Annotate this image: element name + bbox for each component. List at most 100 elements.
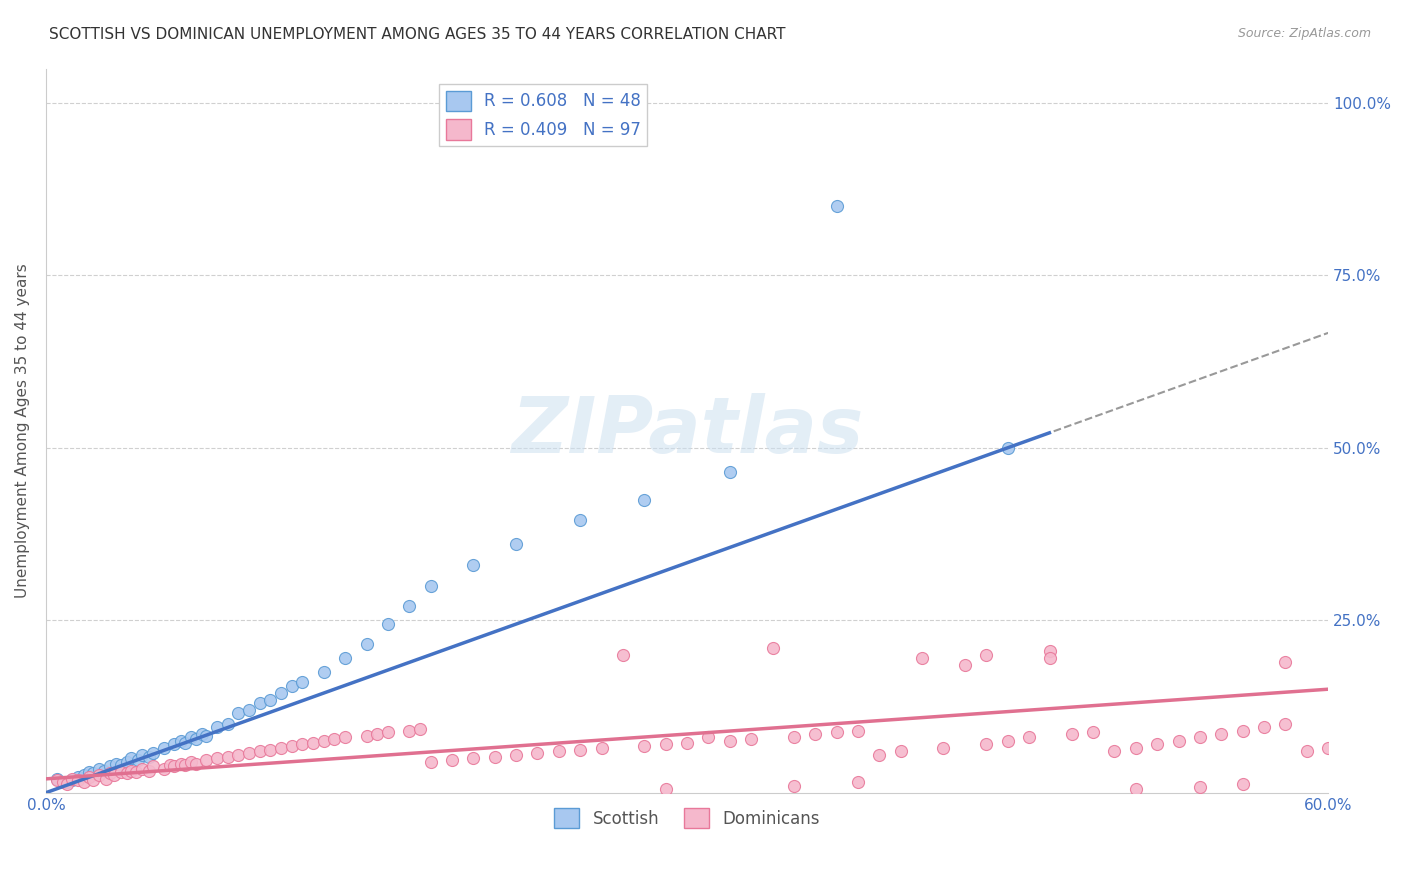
Point <box>163 759 186 773</box>
Point <box>484 749 506 764</box>
Point <box>152 762 174 776</box>
Point <box>569 743 592 757</box>
Point <box>974 648 997 662</box>
Point <box>205 720 228 734</box>
Point <box>997 441 1019 455</box>
Point <box>997 734 1019 748</box>
Point <box>526 746 548 760</box>
Point <box>217 749 239 764</box>
Point <box>505 537 527 551</box>
Point <box>127 753 149 767</box>
Point <box>270 686 292 700</box>
Point <box>1125 782 1147 797</box>
Point <box>270 740 292 755</box>
Point <box>138 749 160 764</box>
Point <box>366 727 388 741</box>
Point <box>152 740 174 755</box>
Point <box>569 513 592 527</box>
Point <box>377 725 399 739</box>
Point <box>105 756 128 771</box>
Point <box>238 746 260 760</box>
Point <box>259 743 281 757</box>
Point <box>825 725 848 739</box>
Point <box>312 734 335 748</box>
Point <box>761 640 783 655</box>
Point <box>676 736 699 750</box>
Point <box>890 744 912 758</box>
Legend: Scottish, Dominicans: Scottish, Dominicans <box>547 801 827 835</box>
Point <box>173 758 195 772</box>
Point <box>73 768 96 782</box>
Point <box>291 738 314 752</box>
Point <box>103 768 125 782</box>
Point <box>377 616 399 631</box>
Point <box>180 755 202 769</box>
Point <box>463 751 485 765</box>
Point <box>98 759 121 773</box>
Point <box>1081 725 1104 739</box>
Text: Source: ZipAtlas.com: Source: ZipAtlas.com <box>1237 27 1371 40</box>
Point <box>1274 716 1296 731</box>
Point <box>125 764 148 779</box>
Point <box>846 723 869 738</box>
Point <box>195 753 218 767</box>
Point <box>249 744 271 758</box>
Point <box>60 773 83 788</box>
Point <box>718 465 741 479</box>
Point <box>1104 744 1126 758</box>
Point <box>1125 740 1147 755</box>
Point <box>169 756 191 771</box>
Point <box>115 755 138 769</box>
Point <box>52 775 75 789</box>
Point <box>259 692 281 706</box>
Point <box>697 731 720 745</box>
Point <box>249 696 271 710</box>
Point <box>1232 777 1254 791</box>
Point <box>463 558 485 572</box>
Point <box>226 706 249 721</box>
Point <box>142 759 165 773</box>
Point <box>45 772 67 786</box>
Point <box>312 665 335 679</box>
Point <box>173 736 195 750</box>
Point <box>718 734 741 748</box>
Point <box>633 739 655 753</box>
Point <box>205 751 228 765</box>
Point <box>280 739 302 753</box>
Point <box>398 599 420 614</box>
Point <box>591 740 613 755</box>
Point <box>974 738 997 752</box>
Point <box>195 729 218 743</box>
Point <box>291 675 314 690</box>
Point <box>868 747 890 762</box>
Point <box>93 764 115 778</box>
Point <box>505 747 527 762</box>
Point <box>1018 731 1040 745</box>
Point <box>142 746 165 760</box>
Point <box>612 648 634 662</box>
Point <box>1253 720 1275 734</box>
Point <box>184 731 207 746</box>
Point <box>131 747 153 762</box>
Point <box>440 753 463 767</box>
Point <box>419 579 441 593</box>
Point <box>654 782 676 797</box>
Text: ZIPatlas: ZIPatlas <box>510 392 863 468</box>
Point <box>66 773 89 788</box>
Point <box>547 744 569 758</box>
Point <box>163 738 186 752</box>
Point <box>82 773 104 788</box>
Point <box>98 766 121 780</box>
Point <box>180 731 202 745</box>
Text: SCOTTISH VS DOMINICAN UNEMPLOYMENT AMONG AGES 35 TO 44 YEARS CORRELATION CHART: SCOTTISH VS DOMINICAN UNEMPLOYMENT AMONG… <box>49 27 786 42</box>
Point <box>740 731 762 746</box>
Point <box>280 679 302 693</box>
Point <box>217 716 239 731</box>
Point <box>1232 723 1254 738</box>
Point <box>1188 780 1211 794</box>
Y-axis label: Unemployment Among Ages 35 to 44 years: Unemployment Among Ages 35 to 44 years <box>15 263 30 598</box>
Point <box>953 658 976 673</box>
Point <box>846 775 869 789</box>
Point <box>1295 744 1317 758</box>
Point <box>131 762 153 776</box>
